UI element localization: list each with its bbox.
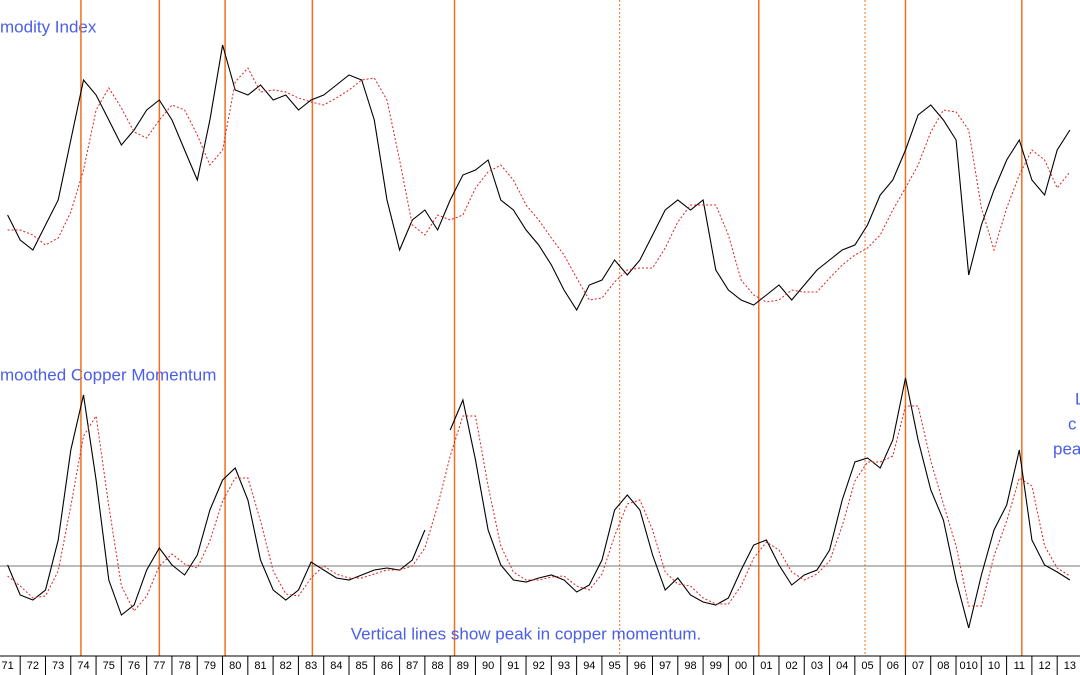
chart-title: modity Index	[0, 17, 97, 36]
x-tick-label: 82	[280, 660, 292, 672]
x-tick-label: 81	[254, 660, 266, 672]
x-tick-label: 03	[811, 660, 823, 672]
annotation: pea	[1053, 439, 1080, 458]
x-tick-label: 13	[1064, 660, 1076, 672]
x-tick-label: 07	[912, 660, 924, 672]
series-line	[7, 67, 1071, 303]
x-tick-label: 99	[710, 660, 722, 672]
x-tick-label: 96	[634, 660, 646, 672]
x-tick-label: 83	[305, 660, 317, 672]
x-tick-label: 95	[608, 660, 620, 672]
annotation: c	[1068, 414, 1077, 433]
series-line	[7, 44, 1071, 312]
x-tick-label: 88	[431, 660, 443, 672]
x-tick-label: 86	[381, 660, 393, 672]
x-tick-label: 77	[153, 660, 165, 672]
x-tick-label: 12	[1038, 660, 1050, 672]
x-tick-label: 85	[356, 660, 368, 672]
annotation: Vertical lines show peak in copper momen…	[351, 624, 702, 643]
x-tick-label: 01	[760, 660, 772, 672]
x-tick-label: 05	[861, 660, 873, 672]
x-tick-label: 11	[1014, 660, 1025, 672]
series-line	[7, 377, 1071, 629]
x-tick-label: 02	[786, 660, 798, 672]
x-tick-label: 76	[128, 660, 140, 672]
series-line	[7, 405, 1071, 612]
x-tick-label: 71	[1, 660, 13, 672]
x-tick-label: 10	[988, 660, 1000, 672]
x-tick-label: 06	[887, 660, 899, 672]
x-tick-label: 89	[457, 660, 469, 672]
x-tick-label: 93	[558, 660, 570, 672]
x-tick-label: 98	[684, 660, 696, 672]
x-tick-label: 010	[960, 660, 978, 672]
x-tick-label: 08	[937, 660, 949, 672]
chart-title: moothed Copper Momentum	[0, 365, 216, 384]
x-tick-label: 80	[229, 660, 241, 672]
x-tick-label: 00	[735, 660, 747, 672]
x-tick-label: 72	[27, 660, 39, 672]
x-tick-label: 74	[77, 660, 89, 672]
x-tick-label: 04	[836, 660, 848, 672]
x-tick-label: 79	[204, 660, 216, 672]
x-tick-label: 75	[103, 660, 115, 672]
x-tick-label: 84	[330, 660, 342, 672]
annotation: L	[1075, 389, 1080, 408]
x-tick-label: 97	[659, 660, 671, 672]
x-tick-label: 91	[507, 660, 519, 672]
x-tick-label: 92	[533, 660, 545, 672]
x-tick-label: 90	[482, 660, 494, 672]
x-tick-label: 73	[52, 660, 64, 672]
x-tick-label: 78	[179, 660, 191, 672]
x-tick-label: 94	[583, 660, 595, 672]
x-tick-label: 87	[406, 660, 418, 672]
